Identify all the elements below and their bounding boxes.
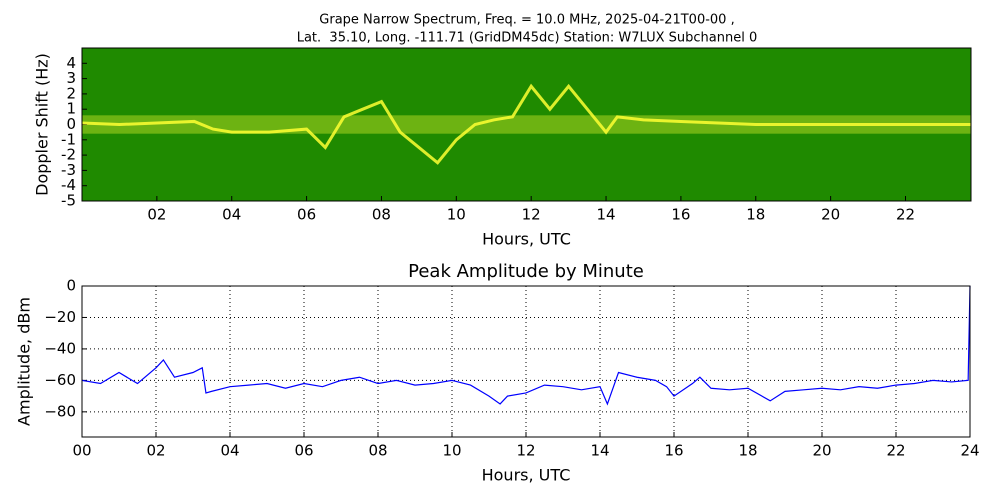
x-tick-label: 02 <box>147 206 166 224</box>
x-tick-label: 00 <box>72 442 91 460</box>
x-tick-label: 12 <box>522 206 541 224</box>
x-axis-label: Hours, UTC <box>482 230 571 249</box>
y-tick-label: −40 <box>44 339 76 357</box>
x-tick-label: 10 <box>442 442 461 460</box>
x-tick-label: 14 <box>596 206 615 224</box>
x-tick-label: 04 <box>222 206 241 224</box>
x-tick-label: 20 <box>821 206 840 224</box>
x-tick-label: 18 <box>746 206 765 224</box>
x-tick-label: 06 <box>294 442 313 460</box>
y-tick-label: 0 <box>66 277 76 295</box>
x-tick-label: 24 <box>960 442 979 460</box>
y-axis-label: Amplitude, dBm <box>15 297 34 426</box>
x-tick-label: 14 <box>590 442 609 460</box>
plot-frame <box>81 47 972 202</box>
x-tick-label: 16 <box>671 206 690 224</box>
y-tick-label: -3 <box>61 161 76 179</box>
amplitude-line <box>81 285 971 406</box>
plot-frame <box>81 285 971 438</box>
y-tick-label: −60 <box>44 371 76 389</box>
x-axis-label: Hours, UTC <box>482 466 571 485</box>
x-tick-label: 02 <box>146 442 165 460</box>
y-tick-label: 2 <box>66 84 76 102</box>
chart-title: Peak Amplitude by Minute <box>408 261 644 282</box>
x-tick-label: 04 <box>220 442 239 460</box>
x-tick-label: 08 <box>368 442 387 460</box>
y-tick-label: 0 <box>66 115 76 133</box>
y-tick-label: -4 <box>61 176 76 194</box>
y-tick-label: −80 <box>44 402 76 420</box>
x-tick-label: 16 <box>664 442 683 460</box>
doppler-trace <box>81 83 971 165</box>
x-tick-label: 18 <box>738 442 757 460</box>
y-tick-label: -2 <box>61 146 76 164</box>
chart-title: Grape Narrow Spectrum, Freq. = 10.0 MHz,… <box>319 13 734 28</box>
x-tick-label: 22 <box>896 206 915 224</box>
x-tick-label: 12 <box>516 442 535 460</box>
y-tick-label: 1 <box>66 100 76 118</box>
chart-title: Lat. 35.10, Long. -111.71 (GridDM45dc) S… <box>297 31 758 46</box>
x-tick-label: 10 <box>447 206 466 224</box>
x-tick-label: 06 <box>297 206 316 224</box>
y-tick-label: -5 <box>61 192 76 210</box>
y-tick-label: -1 <box>61 130 76 148</box>
x-tick-label: 08 <box>372 206 391 224</box>
x-tick-label: 20 <box>812 442 831 460</box>
y-tick-label: 4 <box>66 54 76 72</box>
x-tick-label: 22 <box>886 442 905 460</box>
y-tick-label: 3 <box>66 69 76 87</box>
y-axis-label: Doppler Shift (Hz) <box>33 53 52 196</box>
y-tick-label: −20 <box>44 308 76 326</box>
